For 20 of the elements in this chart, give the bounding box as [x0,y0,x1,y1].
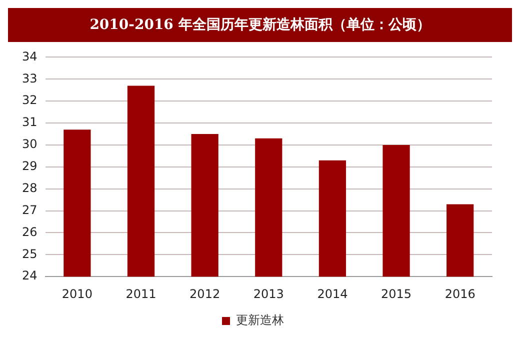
x-tick-label: 2011 [126,286,156,301]
y-tick-label: 30 [22,137,38,152]
x-tick-label: 2016 [444,286,476,301]
y-tick-label: 33 [22,71,38,86]
y-tick-label: 28 [22,180,38,195]
x-tick-label: 2014 [317,286,348,301]
y-tick-label: 27 [22,202,38,217]
x-tick-label: 2010 [62,286,92,301]
x-tick-label: 2012 [190,286,220,301]
x-tick-label: 2013 [253,286,284,301]
y-tick-label: 25 [22,246,38,261]
legend-label: 更新造林 [236,313,284,328]
y-tick-label: 31 [22,115,38,130]
x-tick-label: 2015 [381,286,412,301]
y-tick-label: 26 [22,224,38,239]
y-tick-label: 34 [22,49,38,64]
chart-title: 2010-2016 年全国历年更新造林面积（单位：公顷） [8,8,512,42]
y-tick-label: 32 [22,93,38,108]
y-tick-label: 24 [22,268,38,283]
y-tick-label: 29 [22,159,38,174]
